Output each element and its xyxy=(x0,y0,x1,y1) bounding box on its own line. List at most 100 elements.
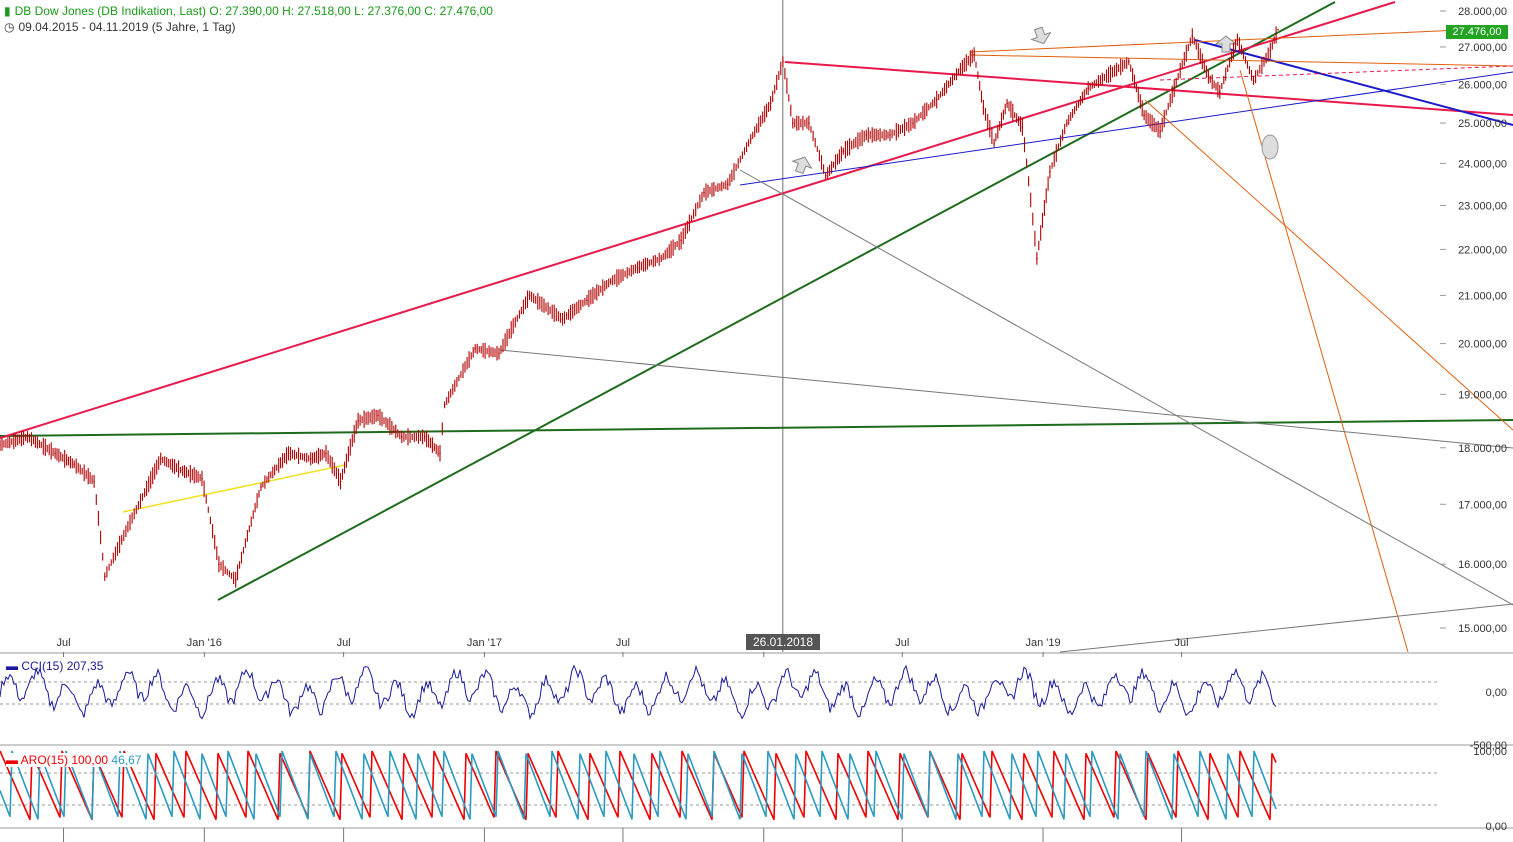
orange-fan-line xyxy=(1144,99,1513,431)
high-value: H: 27.518,00 xyxy=(282,4,351,18)
low-value: L: 27.376,00 xyxy=(354,4,421,18)
date-range: 09.04.2015 - 04.11.2019 xyxy=(18,20,149,34)
price-point xyxy=(1127,60,1130,63)
price-point xyxy=(26,436,29,438)
yellow-trend-line xyxy=(122,464,346,513)
price-point xyxy=(474,347,477,350)
x-tick-label: Jan '16 xyxy=(187,637,222,649)
price-point xyxy=(1021,126,1024,128)
orange-line-top xyxy=(969,29,1461,53)
price-point xyxy=(287,452,290,455)
cci-marker: ▬ xyxy=(6,659,18,673)
price-point xyxy=(842,150,845,152)
cci-tick-label: -500,00 xyxy=(1470,740,1507,752)
y-tick-label: 17.000,00 xyxy=(1458,499,1507,511)
price-point xyxy=(609,280,612,283)
price-point xyxy=(1236,38,1239,41)
price-point xyxy=(1207,75,1210,78)
price-point xyxy=(1191,35,1194,37)
x-tick-label: Jan '17 xyxy=(467,637,502,649)
x-tick-label: Jul xyxy=(56,637,70,649)
y-tick-label: 25.000,00 xyxy=(1458,118,1507,130)
red-dashed-line xyxy=(1159,65,1513,81)
y-tick-label: 15.000,00 xyxy=(1458,623,1507,635)
cci-value: 207,35 xyxy=(66,659,104,673)
y-tick-label: 19.000,00 xyxy=(1458,389,1507,401)
price-point xyxy=(0,444,1,446)
price-point xyxy=(439,452,441,455)
red-resistance-line xyxy=(784,61,1513,116)
price-point xyxy=(1219,91,1221,93)
aroon-up-line xyxy=(0,750,1277,821)
price-point xyxy=(993,142,995,144)
x-tick-label: Jul xyxy=(337,637,351,649)
price-point xyxy=(703,191,705,194)
price-point xyxy=(726,183,729,185)
price-point xyxy=(1006,102,1008,105)
price-point xyxy=(423,436,426,438)
x-tick-label: Jul xyxy=(895,637,909,649)
price-point xyxy=(586,299,588,301)
price-point xyxy=(660,257,662,260)
x-tick-label: Jul xyxy=(616,637,630,649)
price-point xyxy=(339,480,342,483)
price-point xyxy=(680,239,682,242)
price-point xyxy=(201,477,203,480)
price-point xyxy=(865,134,868,136)
y-tick-label: 16.000,00 xyxy=(1458,559,1507,571)
price-point xyxy=(1252,79,1255,82)
price-point xyxy=(357,419,359,422)
aroon-label: ARO(15) xyxy=(20,753,69,767)
price-point xyxy=(1277,28,1279,31)
price-point xyxy=(1036,257,1038,260)
orange-steep-line xyxy=(1239,69,1409,653)
range-row: ◷ 09.04.2015 - 04.11.2019 (5 Jahre, 1 Tag… xyxy=(4,19,493,35)
price-point xyxy=(309,458,312,460)
period-label: (5 Jahre, 1 Tag) xyxy=(151,20,236,34)
price-point xyxy=(400,436,403,438)
cci-line xyxy=(0,664,1277,721)
y-axis: 28.000,00 27.000,00 26.000,00 25.000,00 24.0… xyxy=(1440,6,1507,635)
price-point xyxy=(769,102,772,105)
price-point xyxy=(498,352,500,355)
y-tick-label: 18.000,00 xyxy=(1458,443,1507,455)
y-tick-label: 28.000,00 xyxy=(1458,6,1507,18)
y-tick-label: 26.000,00 xyxy=(1458,79,1507,91)
price-series xyxy=(0,26,1279,588)
uptrend-line xyxy=(217,1,1336,601)
cci-legend: ▬ CCI(15) 207,35 xyxy=(6,659,103,673)
chart-header: ▮ DB Dow Jones (DB Indikation, Last) O: 2… xyxy=(4,3,493,35)
aroon-panel: 100,00 0,00 xyxy=(0,746,1507,833)
open-value: O: 27.390,00 xyxy=(209,4,279,18)
price-point xyxy=(636,266,639,269)
price-point xyxy=(443,403,446,406)
blue-support-line xyxy=(739,71,1513,186)
price-point xyxy=(218,563,220,566)
price-point xyxy=(973,53,975,56)
y-tick-label: 20.000,00 xyxy=(1458,339,1507,351)
price-point xyxy=(54,452,56,455)
price-point xyxy=(260,486,262,488)
arrow-marker xyxy=(1030,26,1052,45)
close-value: C: 27.476,00 xyxy=(424,4,493,18)
candle-icon: ▮ xyxy=(4,4,11,18)
aroon-down-value: 46,67 xyxy=(111,753,142,767)
gray-down-line xyxy=(499,349,1513,449)
y-tick-label: 27.000,00 xyxy=(1458,42,1507,54)
price-point xyxy=(808,122,810,124)
blue-downtrend-line xyxy=(1194,39,1513,126)
trend-lines xyxy=(0,1,1513,653)
price-point xyxy=(792,122,794,124)
price-point xyxy=(824,175,827,177)
price-bars xyxy=(0,26,1277,588)
price-point xyxy=(120,538,123,541)
price-point xyxy=(104,575,106,578)
gray-up-line xyxy=(1059,603,1513,653)
clock-icon: ◷ xyxy=(4,20,15,34)
instrument-title: DB Dow Jones (DB Indikation, Last) xyxy=(14,4,207,18)
aroon-legend: ▬ ARO(15) 100,00 46,67 xyxy=(6,753,142,767)
crosshair-date-tag: 26.01.2018 xyxy=(746,634,820,650)
aroon-marker: ▬ xyxy=(6,753,18,767)
